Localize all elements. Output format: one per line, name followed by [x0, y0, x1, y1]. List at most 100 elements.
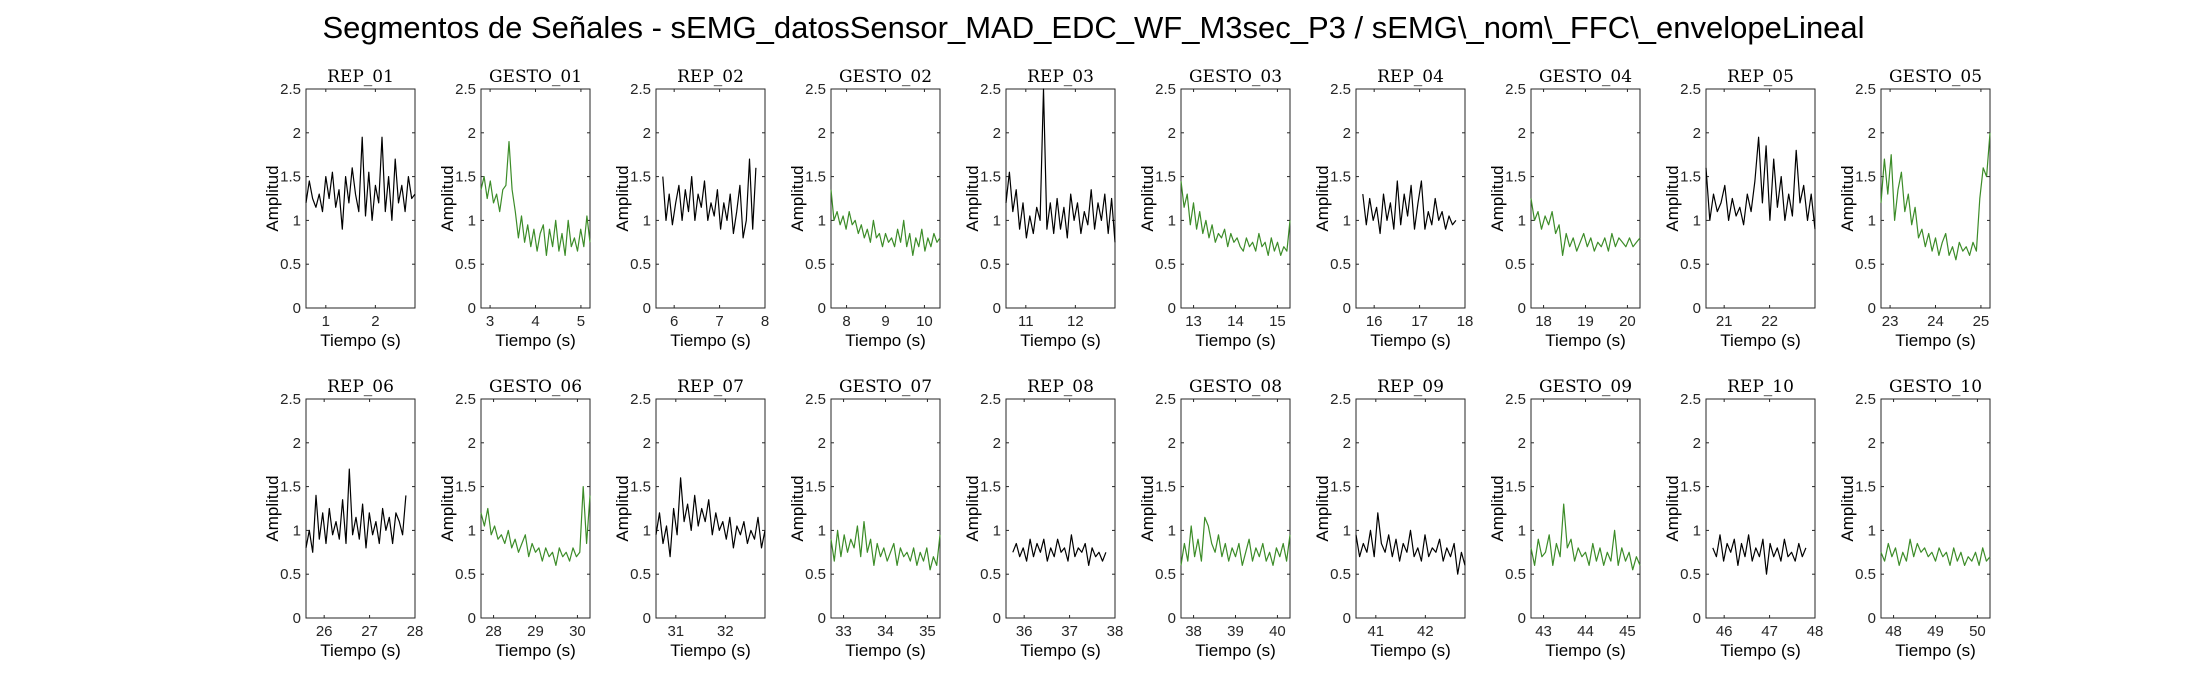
x-tick-label: 27	[361, 623, 378, 640]
y-tick-label: 0	[1518, 610, 1526, 627]
y-tick-label: 0	[993, 610, 1001, 627]
x-axis-label: Tiempo (s)	[1895, 641, 1976, 660]
y-axis-label: Amplitud	[613, 165, 632, 231]
y-tick-label: 1	[1518, 212, 1526, 229]
y-tick-label: 2.5	[1155, 81, 1176, 98]
y-tick-label: 0	[1693, 610, 1701, 627]
subplot-gesto_08: 00.511.522.538 39 40GESTO_08Tiempo (s)Ampl…	[1138, 377, 1290, 660]
x-tick-label: 33	[835, 623, 852, 640]
y-tick-label: 2.5	[630, 391, 651, 408]
y-tick-label: 0.5	[1330, 256, 1351, 273]
subplot-title: REP_08	[1027, 377, 1094, 397]
y-tick-label: 2	[1693, 435, 1701, 452]
x-tick-label: 28	[485, 623, 502, 640]
x-axis-label: Tiempo (s)	[1020, 331, 1101, 350]
axes-box	[1006, 89, 1115, 308]
x-axis-label: Tiempo (s)	[1545, 331, 1626, 350]
y-tick-label: 0.5	[805, 256, 826, 273]
y-tick-label: 1.5	[455, 479, 476, 496]
x-tick-label: 6	[670, 313, 678, 330]
x-tick-label: 24	[1927, 313, 1944, 330]
x-axis-label: Tiempo (s)	[1020, 641, 1101, 660]
x-tick-label: 19	[1577, 313, 1594, 330]
y-axis-label: Amplitud	[788, 165, 807, 231]
subplot-title: REP_05	[1727, 67, 1794, 87]
subplot-title: GESTO_01	[489, 67, 582, 87]
y-tick-label: 0.5	[980, 256, 1001, 273]
subplot-title: REP_10	[1727, 377, 1794, 397]
y-tick-label: 0	[293, 300, 301, 317]
subplot-title: GESTO_07	[839, 377, 932, 397]
y-tick-label: 1	[1693, 522, 1701, 539]
x-axis-label: Tiempo (s)	[495, 331, 576, 350]
y-tick-label: 0.5	[280, 566, 301, 583]
y-tick-label: 0.5	[1155, 566, 1176, 583]
y-tick-label: 1.5	[980, 169, 1001, 186]
subplot-title: REP_01	[327, 67, 394, 87]
x-tick-label: 48	[1885, 623, 1902, 640]
x-tick-label: 47	[1761, 623, 1778, 640]
subplot-gesto_06: 00.511.522.528 29 30GESTO_06Tiempo (s)Ampl…	[438, 377, 590, 660]
x-tick-label: 25	[1973, 313, 1990, 330]
y-tick-label: 0	[818, 300, 826, 317]
subplot-rep_08: 00.511.522.536 37 38REP_08Tiempo (s)Amplit…	[963, 377, 1123, 660]
axes-box	[656, 89, 765, 308]
x-tick-label: 43	[1535, 623, 1552, 640]
y-tick-label: 2	[1868, 125, 1876, 142]
y-tick-label: 0	[643, 300, 651, 317]
y-tick-label: 2	[993, 435, 1001, 452]
y-tick-label: 1.5	[1330, 479, 1351, 496]
y-axis-label: Amplitud	[613, 475, 632, 541]
y-tick-label: 1.5	[1505, 479, 1526, 496]
axes-box	[1531, 399, 1640, 618]
y-tick-label: 0	[1168, 300, 1176, 317]
x-tick-label: 26	[316, 623, 333, 640]
x-tick-label: 10	[916, 313, 933, 330]
subplot-gesto_04: 0 0.5 1 1.5 2 2.5 18 19 20 GESTO_04 Tiempo (s) Ampl…	[1488, 67, 1640, 350]
y-tick-label: 1.5	[280, 169, 301, 186]
subplot-title: GESTO_09	[1539, 377, 1632, 397]
subplot-rep_07: 00.511.522.531 32REP_07Tiempo (s)Amplitud	[613, 377, 765, 660]
y-tick-label: 0	[818, 610, 826, 627]
y-tick-label: 2	[1168, 125, 1176, 142]
x-tick-label: 21	[1716, 313, 1733, 330]
y-tick-label: 1.5	[630, 169, 651, 186]
y-tick-label: 0	[1343, 300, 1351, 317]
y-tick-label: 0	[468, 300, 476, 317]
y-axis-label: Amplitud	[438, 165, 457, 231]
y-tick-label: 0	[1868, 610, 1876, 627]
y-tick-label: 1	[818, 522, 826, 539]
subplot-rep_06: 00.511.522.526 27 28REP_06Tiempo (s)Amplit…	[263, 377, 423, 660]
axes-box	[1356, 399, 1465, 618]
x-axis-label: Tiempo (s)	[1370, 641, 1451, 660]
subplot-title: GESTO_06	[489, 377, 582, 397]
x-tick-label: 34	[877, 623, 894, 640]
subplot-gesto_02: 00.511.522.58 9 10GESTO_02Tiempo (s)Amplit…	[788, 67, 940, 350]
x-tick-label: 13	[1185, 313, 1202, 330]
y-axis-label: Amplitud	[263, 475, 282, 541]
x-axis-label: Tiempo (s)	[1195, 641, 1276, 660]
y-tick-label: 2	[1343, 435, 1351, 452]
y-tick-label: 0.5	[1855, 256, 1876, 273]
y-tick-label: 0.5	[455, 566, 476, 583]
x-tick-label: 28	[407, 623, 424, 640]
y-tick-label: 1	[1343, 522, 1351, 539]
x-tick-label: 38	[1185, 623, 1202, 640]
y-tick-label: 0.5	[455, 256, 476, 273]
y-tick-label: 2.5	[805, 81, 826, 98]
y-tick-label: 2	[818, 125, 826, 142]
subplot-rep_09: 00.511.522.541 42REP_09Tiempo (s)Amplitud	[1313, 377, 1465, 660]
x-tick-label: 39	[1227, 623, 1244, 640]
x-tick-label: 31	[667, 623, 684, 640]
y-tick-label: 1	[293, 522, 301, 539]
y-tick-label: 1.5	[280, 479, 301, 496]
subplot-rep_04: 00.511.522.516 17 18REP_04Tiempo (s)Amplit…	[1313, 67, 1473, 350]
y-tick-label: 2	[1693, 125, 1701, 142]
y-tick-label: 1	[643, 212, 651, 229]
y-tick-label: 0	[1168, 610, 1176, 627]
subplot-title: GESTO_08	[1189, 377, 1282, 397]
x-tick-label: 22	[1761, 313, 1778, 330]
y-tick-label: 2	[993, 125, 1001, 142]
x-tick-label: 11	[1018, 313, 1034, 330]
